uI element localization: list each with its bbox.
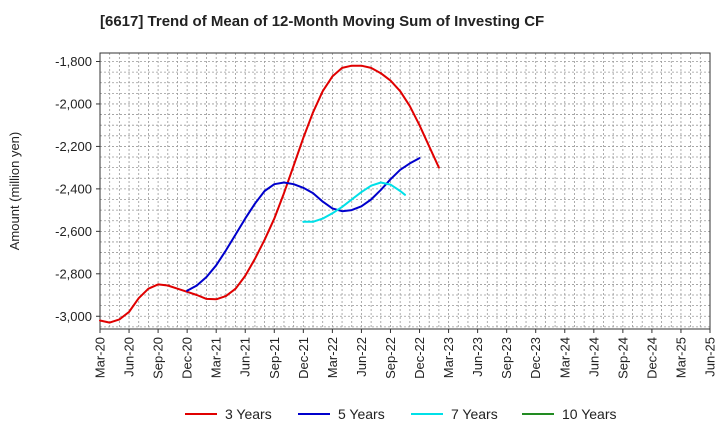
legend-label-5-years: 5 Years (338, 406, 385, 422)
legend-label-7-years: 7 Years (451, 406, 498, 422)
x-tick-label: Jun-20 (122, 337, 137, 377)
y-tick-label: -2,600 (55, 224, 92, 239)
y-tick-label: -2,000 (55, 96, 92, 111)
x-tick-label: Mar-21 (209, 337, 224, 378)
series-line-7-years (302, 181, 406, 223)
x-tick-label: Dec-23 (528, 337, 543, 379)
x-axis-ticks: Mar-20 Jun-20 Sep-20 Dec-20 Mar-21 Jun-21 Sep-… (93, 329, 718, 379)
x-tick-label: Dec-22 (412, 337, 427, 379)
y-tick-label: -1,800 (55, 54, 92, 69)
x-tick-label: Sep-22 (383, 337, 398, 379)
legend-label-3-years: 3 Years (225, 406, 272, 422)
x-tick-label: Mar-24 (557, 337, 572, 378)
x-tick-label: Dec-21 (296, 337, 311, 379)
series-line-3-years (99, 64, 440, 324)
x-tick-label: Jun-21 (238, 337, 253, 377)
y-axis-label: Amount (million yen) (7, 132, 22, 251)
x-tick-label: Sep-24 (615, 337, 630, 379)
x-tick-label: Mar-22 (325, 337, 340, 378)
x-tick-label: Dec-24 (644, 337, 659, 379)
legend: 3 Years 5 Years 7 Years 10 Years (185, 406, 617, 422)
x-tick-label: Mar-23 (441, 337, 456, 378)
y-tick-label: -2,200 (55, 139, 92, 154)
y-tick-label: -2,400 (55, 181, 92, 196)
y-tick-label: -3,000 (55, 309, 92, 324)
chart-title: [6617] Trend of Mean of 12-Month Moving … (100, 13, 544, 30)
series-line-5-years (186, 157, 421, 292)
x-tick-label: Sep-23 (499, 337, 514, 379)
x-tick-label: Jun-24 (586, 337, 601, 377)
series-layer (99, 64, 440, 324)
x-tick-label: Dec-20 (180, 337, 195, 379)
x-tick-label: Mar-25 (673, 337, 688, 378)
x-tick-label: Sep-21 (267, 337, 282, 379)
x-tick-label: Jun-23 (470, 337, 485, 377)
y-axis-ticks: -1,800 -2,000 -2,200 -2,400 -2,600 -2,800 -3,0… (55, 54, 100, 324)
x-tick-label: Jun-25 (703, 337, 718, 377)
legend-label-10-years: 10 Years (562, 406, 617, 422)
x-tick-label: Sep-20 (151, 337, 166, 379)
y-tick-label: -2,800 (55, 266, 92, 281)
x-tick-label: Jun-22 (354, 337, 369, 377)
grid-layer (100, 53, 710, 329)
plot-frame (99, 52, 711, 330)
x-tick-label: Mar-20 (93, 337, 108, 378)
